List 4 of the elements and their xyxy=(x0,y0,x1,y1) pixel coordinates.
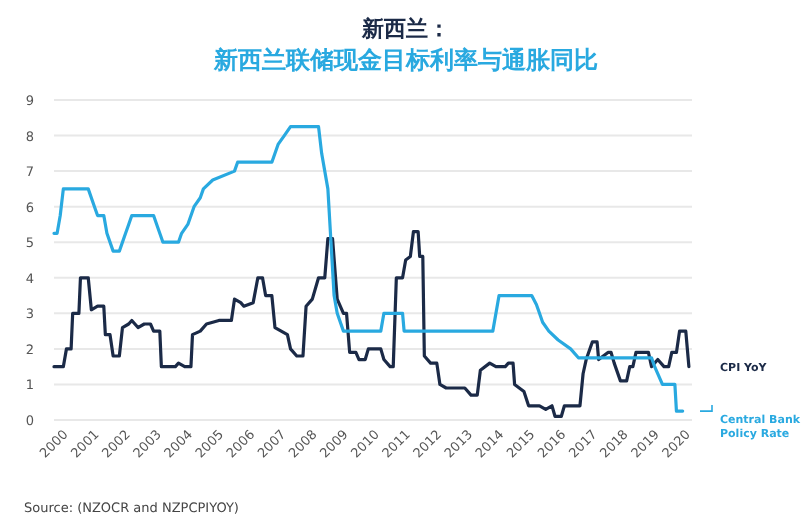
chart-title: 新西兰： xyxy=(360,16,450,42)
line-series xyxy=(52,125,685,413)
line-series xyxy=(52,229,691,419)
chart-subtitle: 新西兰联储现金目标利率与通胀同比 xyxy=(212,46,598,74)
